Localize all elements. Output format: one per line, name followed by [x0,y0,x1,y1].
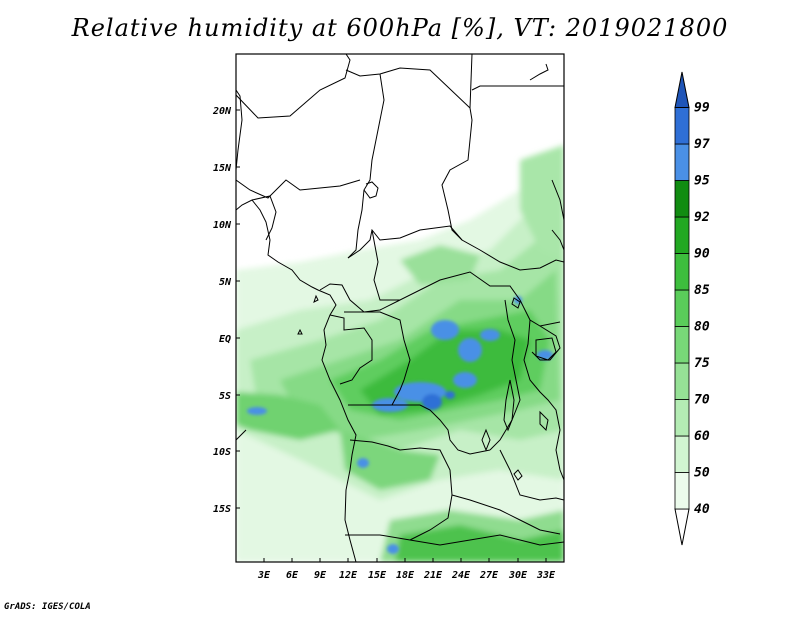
colorbar-max-arrow [674,71,690,108]
map-title: Relative humidity at 600hPa [%], VT: 201… [71,14,729,42]
lon-label-15e: 15E [368,570,387,581]
lat-label-5s: 5S [219,391,231,402]
colorbar-label-70: 70 [694,393,710,408]
colorbar-segment-60-70 [674,399,690,437]
colorbar-label-95: 95 [694,174,710,189]
high-humidity-cores [247,296,553,554]
lat-label-5n: 5N [219,277,232,288]
lon-label-18e: 18E [396,570,415,581]
colorbar-segment-92-95 [674,180,690,218]
colorbar-segment-97-99 [674,107,690,145]
latitude-axis: 20N 15N 10N 5N EQ 5S 10S 15S [212,106,240,515]
colorbar-segment-50-60 [674,435,690,473]
colorbar-label-85: 85 [694,283,710,298]
colorbar-label-99: 99 [694,101,710,116]
lon-label-30e: 30E [508,570,528,581]
lon-label-6e: 6E [286,570,299,581]
lon-label-24e: 24E [451,570,471,581]
colorbar-label-90: 90 [694,247,710,262]
lon-label-9e: 9E [314,570,327,581]
lat-label-15n: 15N [213,163,232,174]
lat-label-15s: 15S [213,504,231,515]
grads-credit: GrADS: IGES/COLA [4,602,91,612]
colorbar-segment-90-92 [674,216,690,254]
longitude-axis: 3E 6E 9E 12E 15E 18E 21E 24E 27E 30E 33E [257,558,556,581]
colorbar-label-80: 80 [694,320,710,335]
colorbar-label-75: 75 [694,356,710,371]
colorbar-label-40: 40 [694,502,710,517]
colorbar-label-92: 92 [694,210,710,225]
map-frame [235,53,565,563]
colorbar-min-arrow [674,508,690,546]
colorbar-segment-80-85 [674,289,690,327]
lon-label-3e: 3E [257,570,271,581]
lat-label-10s: 10S [213,447,231,458]
map-panel [236,54,564,562]
lon-label-33e: 33E [536,570,556,581]
political-borders [236,54,564,562]
lat-label-20n: 20N [212,106,232,117]
lat-label-10n: 10N [213,220,232,231]
colorbar-segment-40-50 [674,472,690,510]
colorbar-label-50: 50 [694,466,710,481]
lon-label-27e: 27E [479,570,499,581]
lon-label-21e: 21E [423,570,443,581]
lon-label-12e: 12E [339,570,358,581]
lat-label-eq: EQ [219,334,231,345]
colorbar-segment-70-75 [674,362,690,400]
colorbar-label-97: 97 [694,137,710,152]
colorbar-segment-75-80 [674,326,690,364]
colorbar-segment-85-90 [674,253,690,291]
colorbar: 40 50 60 70 75 80 85 90 92 95 97 99 [674,71,710,546]
colorbar-label-60: 60 [694,429,710,444]
colorbar-segment-95-97 [674,143,690,181]
